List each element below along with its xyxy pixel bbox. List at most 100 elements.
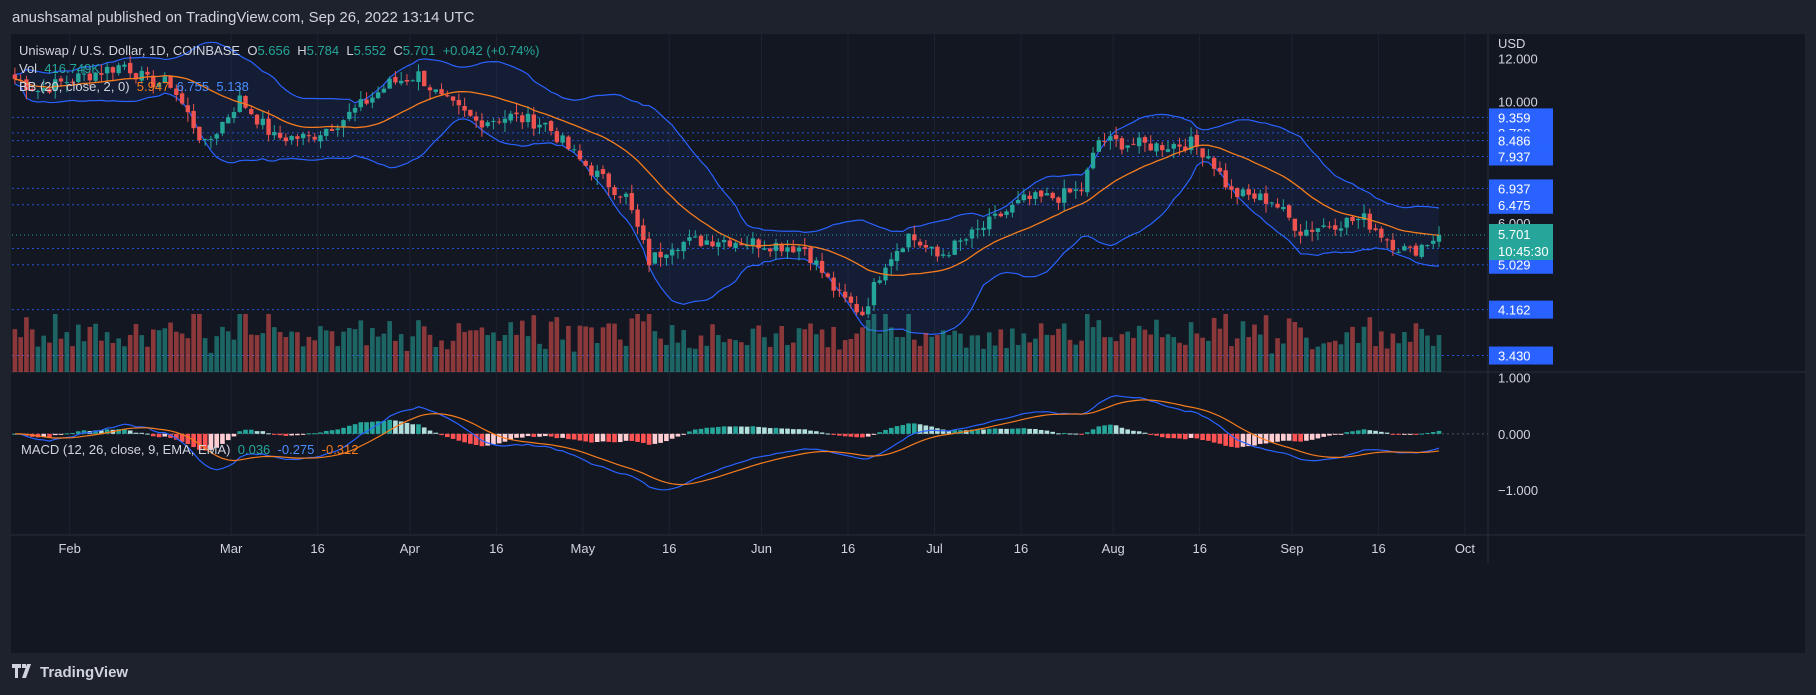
volume-bar — [641, 321, 646, 372]
candle — [1327, 221, 1332, 230]
volume-bar — [47, 342, 52, 372]
macd-histogram-bar — [1044, 430, 1050, 434]
candle-body — [1361, 213, 1367, 221]
volume-bar — [370, 327, 375, 372]
candle-body — [393, 76, 398, 83]
candle-body — [1258, 193, 1263, 201]
change-value: +0.042 (+0.74%) — [442, 43, 540, 58]
candle — [1315, 228, 1321, 241]
macd-histogram-bar — [1315, 433, 1321, 439]
macd-histogram-bar — [335, 429, 341, 434]
volume-bar — [1321, 343, 1326, 372]
candle — [277, 125, 283, 141]
candle-body — [1010, 204, 1015, 213]
candle — [1431, 235, 1436, 249]
macd-axis-tick: −1.000 — [1498, 483, 1538, 498]
candle — [174, 84, 179, 102]
volume-bar — [1033, 338, 1038, 372]
macd-histogram-bar — [860, 433, 865, 438]
candle-body — [1154, 143, 1159, 152]
volume-bar — [710, 324, 715, 372]
candle — [502, 110, 508, 132]
volume-bar — [398, 334, 404, 372]
candle-body — [964, 239, 969, 241]
candle-body — [906, 233, 911, 248]
candle-body — [641, 225, 646, 241]
level-tag-label: 4.162 — [1498, 303, 1531, 318]
candle-body — [1407, 246, 1413, 248]
volume-bar — [1021, 333, 1027, 372]
candle-body — [249, 109, 254, 115]
candle-body — [998, 213, 1003, 217]
macd-histogram-bar — [692, 429, 698, 434]
candle — [693, 230, 698, 239]
macd-histogram-bar — [531, 433, 537, 437]
countdown-label: 10:45:30 — [1498, 244, 1549, 259]
macd-histogram-bar — [1131, 430, 1136, 434]
macd-histogram-bar — [491, 433, 496, 445]
candle — [1038, 189, 1044, 203]
volume-bar — [1275, 338, 1280, 372]
volume-bar — [1044, 334, 1050, 372]
time-axis-tick: Feb — [58, 541, 80, 556]
volume-bar — [883, 314, 888, 372]
volume-bar — [220, 326, 225, 372]
candle-body — [1056, 197, 1061, 203]
candle-body — [589, 165, 594, 176]
volume-bar — [871, 314, 877, 372]
candle-body — [652, 252, 658, 264]
candle-body — [139, 70, 144, 81]
macd-histogram-bar — [1004, 428, 1009, 434]
volume-bar — [560, 339, 565, 372]
tradingview-brand[interactable]: TradingView — [12, 664, 128, 682]
macd-histogram-bar — [254, 431, 260, 434]
volume-bar — [1206, 340, 1211, 372]
volume-bar — [225, 331, 231, 372]
macd-histogram-bar — [1177, 433, 1182, 439]
candle — [260, 111, 265, 130]
volume-bar — [1402, 331, 1407, 372]
candle — [237, 86, 242, 113]
volume-bar — [963, 347, 969, 372]
candle-body — [1183, 146, 1188, 151]
volume-bar — [1246, 337, 1252, 372]
candle-body — [151, 75, 156, 88]
macd-histogram-bar — [433, 432, 439, 434]
candle — [825, 272, 831, 279]
volume-bar — [629, 318, 635, 372]
time-axis-tick: Sep — [1280, 541, 1303, 556]
candle-body — [110, 67, 116, 73]
candle-body — [1200, 148, 1205, 158]
volume-bar — [289, 331, 294, 372]
macd-histogram-bar — [450, 433, 456, 439]
volume-bar — [93, 323, 98, 372]
candle — [629, 184, 634, 214]
volume-bar — [1096, 320, 1102, 372]
macd-histogram-bar — [168, 433, 173, 438]
candle-body — [237, 95, 242, 112]
candle-body — [1038, 190, 1044, 197]
candle-body — [1321, 225, 1326, 227]
macd-histogram-bar — [842, 433, 848, 437]
candle-body — [877, 280, 882, 283]
macd-histogram-bar — [739, 426, 744, 434]
macd-histogram-bar — [1246, 433, 1252, 447]
candle-body — [208, 138, 214, 140]
volume-bar — [854, 333, 859, 372]
candle-body — [1119, 138, 1125, 150]
macd-histogram-bar — [1182, 433, 1188, 440]
candle — [1027, 191, 1032, 206]
macd-histogram-bar — [1200, 433, 1205, 441]
candle — [727, 237, 733, 248]
volume-bar — [1131, 337, 1136, 372]
macd-histogram-bar — [116, 429, 121, 434]
candle — [312, 133, 317, 143]
candle — [151, 70, 156, 94]
candle — [1113, 126, 1119, 147]
macd-histogram-bar — [1194, 433, 1200, 439]
candle-body — [1211, 157, 1217, 169]
volume-bar — [1407, 341, 1413, 372]
volume-bar — [888, 327, 894, 372]
level-tag: 6.937 — [1489, 179, 1553, 198]
